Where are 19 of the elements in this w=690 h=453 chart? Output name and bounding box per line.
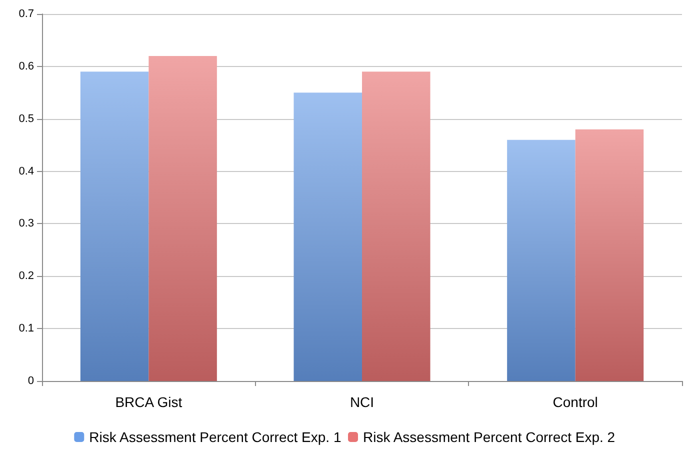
y-tick-label: 0.3 <box>18 218 34 230</box>
legend-label: Risk Assessment Percent Correct Exp. 2 <box>363 429 616 445</box>
y-tick-label: 0.4 <box>18 165 34 178</box>
y-tick-label: 0.5 <box>18 112 34 125</box>
bar <box>362 72 430 381</box>
y-tick-label: 0.7 <box>18 8 34 20</box>
bar <box>80 72 149 381</box>
legend-label: Risk Assessment Percent Correct Exp. 1 <box>89 429 342 445</box>
y-tick-label: 0.6 <box>18 60 34 72</box>
bar <box>575 129 644 381</box>
y-tick-label: 0.1 <box>18 322 34 335</box>
y-tick-label: 0.2 <box>18 270 34 282</box>
bar <box>148 56 217 381</box>
x-tick-label: NCI <box>350 394 374 410</box>
bar <box>507 140 576 381</box>
y-tick-label: 0 <box>28 375 34 387</box>
x-tick-label: Control <box>552 394 598 410</box>
x-tick-label: BRCA Gist <box>115 394 182 410</box>
bar <box>294 92 362 381</box>
